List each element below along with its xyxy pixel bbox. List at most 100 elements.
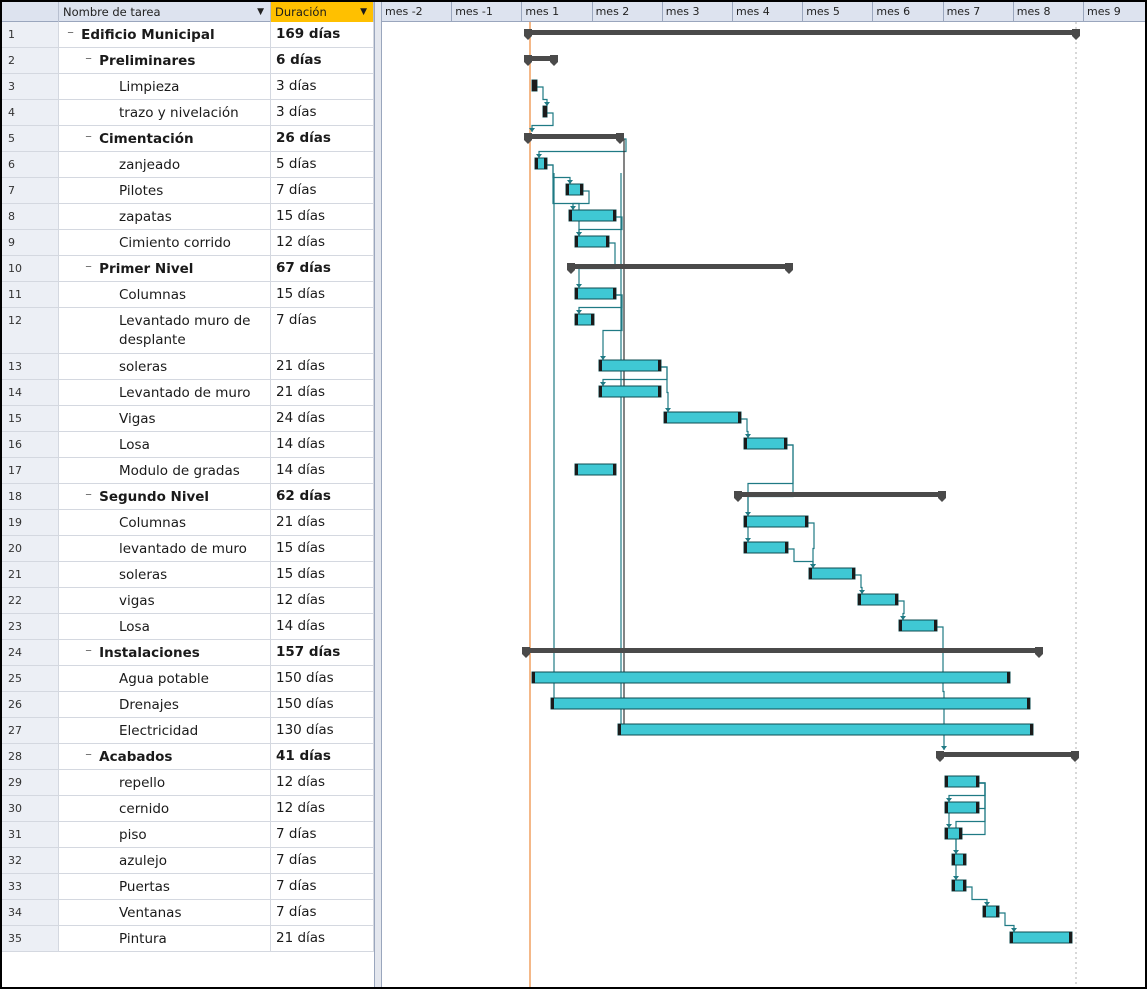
row-number[interactable]: 7	[2, 178, 59, 204]
task-duration-cell[interactable]: 21 días	[271, 380, 374, 406]
collapse-toggle-icon[interactable]: ⁻	[67, 27, 75, 43]
collapse-toggle-icon[interactable]: ⁻	[85, 53, 93, 69]
row-number[interactable]: 22	[2, 588, 59, 614]
task-duration-cell[interactable]: 7 días	[271, 900, 374, 926]
task-name-cell[interactable]: piso	[59, 822, 271, 848]
row-number[interactable]: 12	[2, 308, 59, 354]
table-row[interactable]: 11 Columnas 15 días	[2, 282, 374, 308]
pane-splitter[interactable]	[374, 2, 382, 987]
row-number[interactable]: 35	[2, 926, 59, 952]
task-duration-cell[interactable]: 12 días	[271, 230, 374, 256]
select-all-corner[interactable]	[2, 2, 59, 22]
column-header-duration[interactable]: Duración ▼	[271, 2, 374, 22]
task-duration-cell[interactable]: 14 días	[271, 614, 374, 640]
row-number[interactable]: 6	[2, 152, 59, 178]
row-number[interactable]: 23	[2, 614, 59, 640]
table-row[interactable]: 7 Pilotes 7 días	[2, 178, 374, 204]
table-row[interactable]: 1 ⁻ Edificio Municipal 169 días	[2, 22, 374, 48]
table-row[interactable]: 35 Pintura 21 días	[2, 926, 374, 952]
row-number[interactable]: 31	[2, 822, 59, 848]
collapse-toggle-icon[interactable]: ⁻	[85, 261, 93, 277]
task-duration-cell[interactable]: 7 días	[271, 848, 374, 874]
row-number[interactable]: 8	[2, 204, 59, 230]
row-number[interactable]: 17	[2, 458, 59, 484]
task-name-cell[interactable]: ⁻ Acabados	[59, 744, 271, 770]
task-duration-cell[interactable]: 26 días	[271, 126, 374, 152]
task-name-cell[interactable]: Losa	[59, 432, 271, 458]
table-row[interactable]: 27 Electricidad 130 días	[2, 718, 374, 744]
table-row[interactable]: 21 soleras 15 días	[2, 562, 374, 588]
row-number[interactable]: 20	[2, 536, 59, 562]
table-row[interactable]: 18 ⁻ Segundo Nivel 62 días	[2, 484, 374, 510]
task-duration-cell[interactable]: 15 días	[271, 204, 374, 230]
task-name-cell[interactable]: Ventanas	[59, 900, 271, 926]
collapse-toggle-icon[interactable]: ⁻	[85, 645, 93, 661]
task-duration-cell[interactable]: 21 días	[271, 510, 374, 536]
table-row[interactable]: 3 Limpieza 3 días	[2, 74, 374, 100]
task-name-cell[interactable]: Puertas	[59, 874, 271, 900]
task-name-cell[interactable]: Electricidad	[59, 718, 271, 744]
task-name-cell[interactable]: ⁻ Cimentación	[59, 126, 271, 152]
table-row[interactable]: 17 Modulo de gradas 14 días	[2, 458, 374, 484]
table-row[interactable]: 24 ⁻ Instalaciones 157 días	[2, 640, 374, 666]
row-number[interactable]: 16	[2, 432, 59, 458]
row-number[interactable]: 21	[2, 562, 59, 588]
task-duration-cell[interactable]: 6 días	[271, 48, 374, 74]
task-duration-cell[interactable]: 7 días	[271, 308, 374, 354]
table-row[interactable]: 9 Cimiento corrido 12 días	[2, 230, 374, 256]
task-name-cell[interactable]: Levantado de muro	[59, 380, 271, 406]
task-duration-cell[interactable]: 12 días	[271, 770, 374, 796]
task-duration-cell[interactable]: 150 días	[271, 666, 374, 692]
table-row[interactable]: 8 zapatas 15 días	[2, 204, 374, 230]
table-row[interactable]: 23 Losa 14 días	[2, 614, 374, 640]
task-duration-cell[interactable]: 12 días	[271, 588, 374, 614]
table-row[interactable]: 16 Losa 14 días	[2, 432, 374, 458]
collapse-toggle-icon[interactable]: ⁻	[85, 131, 93, 147]
row-number[interactable]: 11	[2, 282, 59, 308]
task-duration-cell[interactable]: 15 días	[271, 562, 374, 588]
task-name-cell[interactable]: repello	[59, 770, 271, 796]
table-row[interactable]: 2 ⁻ Preliminares 6 días	[2, 48, 374, 74]
task-duration-cell[interactable]: 150 días	[271, 692, 374, 718]
task-name-cell[interactable]: ⁻ Instalaciones	[59, 640, 271, 666]
row-number[interactable]: 34	[2, 900, 59, 926]
task-duration-cell[interactable]: 5 días	[271, 152, 374, 178]
task-duration-cell[interactable]: 14 días	[271, 432, 374, 458]
task-duration-cell[interactable]: 62 días	[271, 484, 374, 510]
task-duration-cell[interactable]: 24 días	[271, 406, 374, 432]
task-name-cell[interactable]: ⁻ Segundo Nivel	[59, 484, 271, 510]
task-name-cell[interactable]: Losa	[59, 614, 271, 640]
task-name-cell[interactable]: Modulo de gradas	[59, 458, 271, 484]
collapse-toggle-icon[interactable]: ⁻	[85, 749, 93, 765]
table-row[interactable]: 32 azulejo 7 días	[2, 848, 374, 874]
task-name-cell[interactable]: zapatas	[59, 204, 271, 230]
row-number[interactable]: 13	[2, 354, 59, 380]
row-number[interactable]: 5	[2, 126, 59, 152]
collapse-toggle-icon[interactable]: ⁻	[85, 489, 93, 505]
task-name-cell[interactable]: Columnas	[59, 282, 271, 308]
task-name-cell[interactable]: vigas	[59, 588, 271, 614]
task-duration-cell[interactable]: 7 días	[271, 822, 374, 848]
row-number[interactable]: 4	[2, 100, 59, 126]
row-number[interactable]: 10	[2, 256, 59, 282]
task-duration-cell[interactable]: 67 días	[271, 256, 374, 282]
task-name-cell[interactable]: Cimiento corrido	[59, 230, 271, 256]
table-row[interactable]: 12 Levantado muro de desplante 7 días	[2, 308, 374, 354]
task-name-cell[interactable]: ⁻ Preliminares	[59, 48, 271, 74]
task-duration-cell[interactable]: 12 días	[271, 796, 374, 822]
row-number[interactable]: 26	[2, 692, 59, 718]
row-number[interactable]: 32	[2, 848, 59, 874]
table-row[interactable]: 30 cernido 12 días	[2, 796, 374, 822]
task-duration-cell[interactable]: 7 días	[271, 178, 374, 204]
row-number[interactable]: 15	[2, 406, 59, 432]
table-row[interactable]: 31 piso 7 días	[2, 822, 374, 848]
table-row[interactable]: 25 Agua potable 150 días	[2, 666, 374, 692]
task-name-cell[interactable]: trazo y nivelación	[59, 100, 271, 126]
table-row[interactable]: 15 Vigas 24 días	[2, 406, 374, 432]
task-duration-cell[interactable]: 3 días	[271, 100, 374, 126]
table-row[interactable]: 6 zanjeado 5 días	[2, 152, 374, 178]
table-row[interactable]: 10 ⁻ Primer Nivel 67 días	[2, 256, 374, 282]
task-duration-cell[interactable]: 130 días	[271, 718, 374, 744]
row-number[interactable]: 27	[2, 718, 59, 744]
task-name-cell[interactable]: zanjeado	[59, 152, 271, 178]
